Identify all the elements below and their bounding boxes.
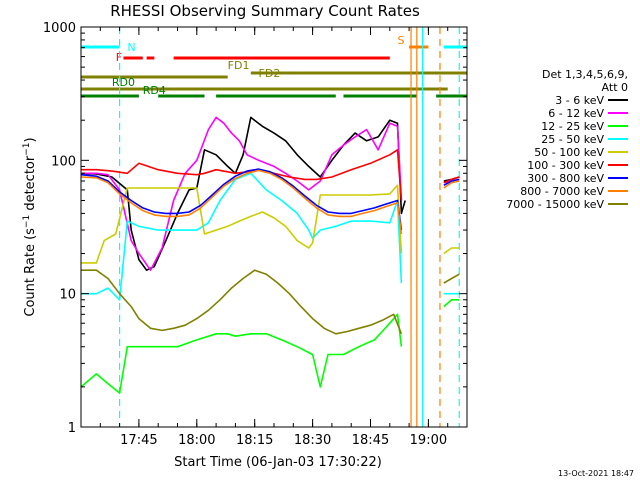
- series-12-25-kev: [80, 313, 403, 394]
- series-100-300-kev: [81, 149, 403, 201]
- legend-entry-label: 300 - 800 keV: [527, 172, 604, 185]
- series-tail-300-800-kev: [443, 178, 460, 187]
- x-tick-label: 18:30: [294, 433, 331, 448]
- y-axis-label-sup1: −1: [22, 215, 32, 228]
- legend-entry-label: 7000 - 15000 keV: [506, 198, 604, 211]
- legend-entry-label: 25 - 50 keV: [541, 133, 604, 146]
- series-800-7000-kev: [80, 169, 403, 235]
- y-axis-label-mid: detector: [23, 155, 38, 215]
- footer-timestamp: 13-Oct-2021 18:47: [558, 469, 634, 478]
- series-25-50-kev: [81, 172, 403, 301]
- flag-label: RD0: [112, 76, 135, 89]
- flag-label: N: [127, 41, 135, 54]
- chart-title: RHESSI Observing Summary Count Rates: [110, 2, 420, 20]
- flags-layer: NF S FD1 FD2 RD0 RD4: [81, 34, 467, 98]
- series-tail-50-100-kev: [443, 247, 460, 255]
- y-tick-label: 1: [68, 421, 76, 436]
- legend-entry-label: 12 - 25 keV: [541, 120, 604, 133]
- legend-entry-label: 50 - 100 keV: [534, 146, 604, 159]
- axes-layer: 17:45 18:00 18:15 18:30 18:45 19:00 1 10 100 1000: [43, 21, 468, 448]
- x-tick-label: 18:45: [352, 433, 389, 448]
- y-tick-label: 100: [51, 154, 76, 169]
- legend-header-line-1: Det 1,3,4,5,6,9,: [542, 68, 628, 81]
- series-6-12-kev: [81, 116, 403, 271]
- y-axis-label: Count Rate (s−1 detector−1): [22, 137, 38, 316]
- legend-entry-label: 3 - 6 keV: [555, 94, 604, 107]
- y-axis-label-end: ): [23, 137, 38, 142]
- y-axis-label-sup2: −1: [22, 142, 32, 155]
- y-tick-label: 1000: [43, 21, 76, 36]
- flag-label: FD2: [259, 67, 281, 80]
- legend-entry-label: 100 - 300 keV: [527, 159, 604, 172]
- y-tick-label: 10: [59, 288, 76, 303]
- x-tick-label: 17:45: [120, 433, 157, 448]
- series-tail-7000-15000-kev: [443, 273, 460, 284]
- x-tick-label: 18:15: [236, 433, 273, 448]
- series-tail-12-25-kev: [443, 299, 460, 308]
- y-axis-label-main: Count Rate (s: [23, 228, 38, 317]
- flag-label: FD1: [228, 59, 250, 72]
- vertical-lines-layer: [118, 27, 460, 427]
- legend-entry-label: 800 - 7000 keV: [520, 185, 604, 198]
- series-tail-800-7000-kev: [443, 180, 460, 189]
- series-300-800-kev: [80, 168, 403, 231]
- x-tick-label: 18:00: [178, 433, 215, 448]
- series-layer: [80, 116, 460, 394]
- series-7000-15000-kev: [81, 269, 403, 335]
- flag-label: F: [116, 51, 122, 64]
- flag-label: RD4: [143, 84, 166, 97]
- x-axis-label: Start Time (06-Jan-03 17:30:22): [174, 455, 382, 470]
- series-50-100-kev: [81, 184, 403, 264]
- legend-header-line-2: Att 0: [602, 81, 628, 94]
- legend-entry-label: 6 - 12 keV: [548, 107, 604, 120]
- series-3-6-kev: [80, 116, 406, 271]
- flag-label: S: [398, 34, 405, 47]
- series-tail-100-300-kev: [443, 176, 460, 184]
- x-tick-label: 19:00: [410, 433, 447, 448]
